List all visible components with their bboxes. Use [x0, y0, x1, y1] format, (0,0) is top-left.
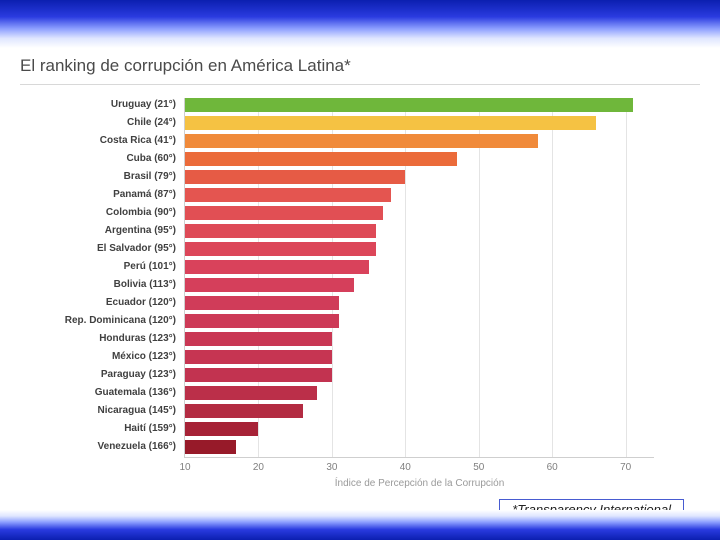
- x-tick-label: 50: [473, 462, 484, 473]
- bar: [185, 314, 339, 328]
- chart-card: El ranking de corrupción en América Lati…: [8, 52, 712, 504]
- x-tick-label: 70: [620, 462, 631, 473]
- gridline: [479, 98, 480, 457]
- y-axis-label: Panamá (87°): [113, 188, 176, 202]
- gridline: [626, 98, 627, 457]
- x-tick-label: 30: [326, 462, 337, 473]
- y-axis-label: Ecuador (120°): [106, 296, 176, 310]
- y-axis-label: Perú (101°): [124, 260, 176, 274]
- bar: [185, 368, 332, 382]
- y-axis-label: El Salvador (95°): [97, 242, 176, 256]
- bar: [185, 188, 391, 202]
- footer-gradient-band: [0, 510, 720, 540]
- y-axis-label: Chile (24°): [127, 116, 176, 130]
- y-axis-label: Brasil (79°): [124, 170, 176, 184]
- y-axis-labels: Uruguay (21°) Chile (24°) Costa Rica (41°)…: [8, 98, 182, 458]
- y-axis-label: Uruguay (21°): [111, 98, 176, 112]
- y-axis-label: Nicaragua (145°): [98, 404, 176, 418]
- bar: [185, 98, 633, 112]
- bar: [185, 242, 376, 256]
- bar: [185, 206, 383, 220]
- y-axis-label: Cuba (60°): [126, 152, 176, 166]
- gridline: [552, 98, 553, 457]
- header-gradient-band: [0, 0, 720, 48]
- bar: [185, 260, 369, 274]
- bar: [185, 278, 354, 292]
- plot-area: Índice de Percepción de la Corrupción 10…: [184, 98, 654, 458]
- y-axis-label: Rep. Dominicana (120°): [65, 314, 176, 328]
- chart-title: El ranking de corrupción en América Lati…: [20, 56, 351, 76]
- bar: [185, 422, 258, 436]
- x-tick-label: 10: [179, 462, 190, 473]
- y-axis-label: Paraguay (123°): [101, 368, 176, 382]
- bar: [185, 404, 303, 418]
- y-axis-label: Venezuela (166°): [98, 440, 176, 454]
- bar: [185, 386, 317, 400]
- bar: [185, 224, 376, 238]
- y-axis-label: México (123°): [112, 350, 176, 364]
- x-tick-label: 20: [253, 462, 264, 473]
- y-axis-label: Honduras (123°): [99, 332, 176, 346]
- y-axis-label: Argentina (95°): [105, 224, 176, 238]
- y-axis-label: Bolivia (113°): [114, 278, 176, 292]
- bar: [185, 152, 457, 166]
- y-axis-label: Guatemala (136°): [95, 386, 176, 400]
- title-underline: [20, 84, 700, 85]
- y-axis-label: Haití (159°): [124, 422, 176, 436]
- bar: [185, 116, 596, 130]
- bar: [185, 134, 538, 148]
- bar: [185, 170, 405, 184]
- bar: [185, 332, 332, 346]
- bar: [185, 296, 339, 310]
- y-axis-label: Colombia (90°): [106, 206, 176, 220]
- x-tick-label: 60: [547, 462, 558, 473]
- bar: [185, 440, 236, 454]
- y-axis-label: Costa Rica (41°): [100, 134, 176, 148]
- x-axis-title: Índice de Percepción de la Corrupción: [335, 478, 505, 489]
- bar: [185, 350, 332, 364]
- x-tick-label: 40: [400, 462, 411, 473]
